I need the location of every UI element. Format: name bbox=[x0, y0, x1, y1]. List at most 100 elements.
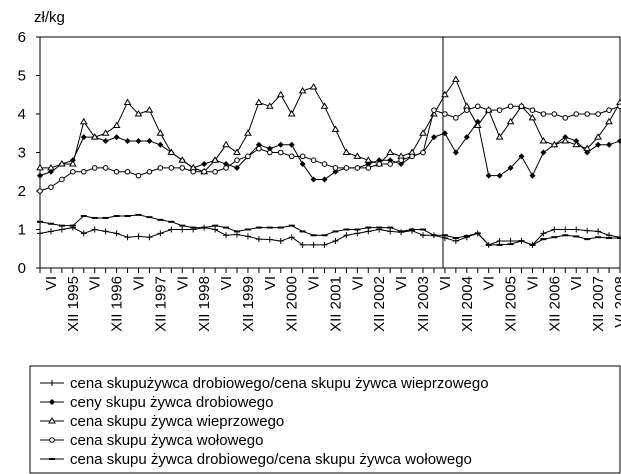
marker-shape bbox=[59, 176, 65, 183]
marker-shape bbox=[244, 129, 252, 136]
marker bbox=[495, 133, 504, 140]
marker bbox=[245, 153, 251, 160]
marker-shape bbox=[583, 144, 592, 152]
marker-shape bbox=[310, 157, 317, 163]
marker-shape bbox=[299, 241, 306, 248]
marker bbox=[145, 106, 154, 113]
marker-shape bbox=[451, 75, 460, 82]
marker bbox=[101, 129, 110, 136]
marker-shape bbox=[178, 156, 187, 163]
marker bbox=[573, 111, 580, 117]
y-tick-label: 1 bbox=[18, 222, 26, 239]
marker bbox=[463, 134, 470, 141]
marker bbox=[90, 133, 99, 140]
marker bbox=[256, 145, 262, 152]
marker bbox=[146, 168, 153, 175]
marker bbox=[343, 165, 350, 171]
marker-shape bbox=[584, 227, 591, 234]
legend-label: cena skupu żywca wołowego bbox=[70, 432, 263, 449]
marker bbox=[211, 156, 219, 163]
marker bbox=[167, 148, 176, 155]
marker-shape bbox=[539, 136, 548, 144]
marker-shape bbox=[80, 168, 87, 175]
marker bbox=[387, 228, 394, 235]
marker bbox=[463, 107, 470, 113]
marker bbox=[36, 163, 44, 171]
marker-shape bbox=[331, 125, 340, 132]
marker-shape bbox=[529, 172, 536, 179]
marker bbox=[507, 238, 514, 245]
marker-shape bbox=[376, 161, 383, 167]
marker-shape bbox=[562, 115, 569, 121]
marker bbox=[551, 111, 558, 117]
marker bbox=[277, 238, 284, 245]
marker-shape bbox=[101, 129, 110, 136]
marker bbox=[342, 148, 351, 155]
marker bbox=[212, 168, 218, 175]
marker bbox=[157, 230, 164, 237]
marker-shape bbox=[79, 117, 88, 125]
marker bbox=[201, 161, 208, 168]
marker bbox=[452, 149, 459, 156]
marker bbox=[561, 136, 570, 144]
marker-shape bbox=[287, 110, 296, 117]
marker bbox=[562, 115, 569, 121]
legend-label: ceny skupu żywca drobiowego bbox=[70, 394, 273, 411]
marker bbox=[595, 111, 601, 117]
marker-shape bbox=[310, 241, 317, 248]
x-tick-label: XII 1995 bbox=[65, 276, 82, 332]
marker bbox=[572, 140, 581, 148]
marker-shape bbox=[321, 176, 328, 183]
x-tick-label: XII 1996 bbox=[109, 276, 126, 332]
marker bbox=[376, 161, 383, 167]
marker-shape bbox=[113, 168, 120, 175]
marker-shape bbox=[146, 234, 153, 241]
marker bbox=[49, 399, 55, 405]
marker bbox=[168, 165, 175, 171]
marker-shape bbox=[277, 141, 284, 148]
marker bbox=[91, 165, 98, 171]
marker bbox=[37, 188, 43, 194]
marker bbox=[540, 111, 547, 117]
marker-shape bbox=[179, 226, 186, 233]
marker-shape bbox=[573, 111, 580, 117]
marker bbox=[310, 176, 317, 183]
marker-shape bbox=[157, 141, 164, 148]
marker bbox=[179, 226, 186, 233]
marker-shape bbox=[223, 165, 229, 171]
marker bbox=[354, 165, 361, 171]
marker-shape bbox=[255, 236, 262, 243]
marker-shape bbox=[58, 226, 65, 233]
marker-shape bbox=[364, 156, 373, 163]
marker bbox=[156, 129, 165, 136]
marker-shape bbox=[310, 176, 317, 183]
marker bbox=[452, 238, 459, 245]
marker-shape bbox=[168, 226, 175, 233]
x-tick-label: VI bbox=[568, 276, 585, 290]
marker bbox=[37, 172, 43, 179]
marker-shape bbox=[37, 188, 43, 194]
marker-shape bbox=[518, 153, 525, 160]
marker-shape bbox=[234, 157, 240, 163]
marker bbox=[419, 129, 427, 136]
marker bbox=[299, 153, 306, 160]
marker bbox=[617, 137, 621, 144]
marker bbox=[146, 234, 153, 241]
marker bbox=[594, 133, 602, 140]
marker bbox=[518, 153, 525, 160]
marker bbox=[365, 228, 372, 235]
marker bbox=[265, 102, 274, 109]
marker-shape bbox=[91, 226, 98, 233]
x-tick-label: VI bbox=[349, 276, 366, 290]
marker bbox=[365, 165, 372, 171]
marker-shape bbox=[441, 90, 449, 98]
marker-shape bbox=[441, 130, 448, 137]
marker bbox=[49, 437, 55, 443]
marker bbox=[550, 140, 559, 148]
legend-frame bbox=[29, 365, 621, 474]
marker-shape bbox=[47, 163, 55, 171]
marker bbox=[496, 238, 503, 245]
marker-shape bbox=[496, 107, 503, 113]
marker-shape bbox=[562, 226, 569, 233]
